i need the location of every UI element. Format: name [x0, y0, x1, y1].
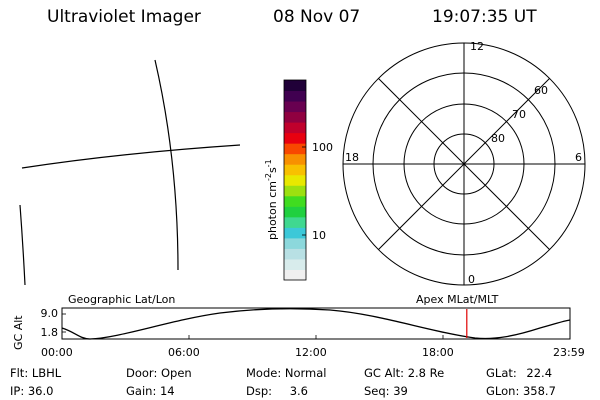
orbit-x-tick-2359: 23:59	[553, 346, 585, 359]
info-dsp: Dsp: 3.6	[246, 384, 308, 398]
color-bar-segment	[284, 248, 306, 260]
orbit-x-tick-0000: 00:00	[41, 346, 73, 359]
mlt-label-12: 12	[470, 40, 484, 53]
colorbar-tick-10: 10	[312, 229, 326, 242]
orbit-altitude-curve	[61, 308, 571, 340]
info-filter: Flt: LBHL	[10, 366, 62, 380]
info-door: Door: Open	[126, 366, 192, 380]
color-bar-segment	[284, 206, 306, 218]
color-bar: 100 10 photon cm-2s-1	[264, 79, 333, 281]
color-bar-segment	[284, 101, 306, 113]
color-bar-segment	[284, 80, 306, 92]
info-ip: IP: 36.0	[10, 384, 54, 398]
geographic-image-panel	[19, 59, 241, 286]
color-bar-segment	[284, 185, 306, 197]
orbit-y-top: 9.0	[41, 307, 59, 320]
mlt-label-0: 0	[468, 273, 475, 286]
color-bar-segment	[284, 216, 306, 228]
orbit-y-bottom: 1.8	[41, 326, 59, 339]
date-label: 08 Nov 07	[273, 7, 361, 27]
color-bar-segment	[284, 111, 306, 123]
latitude-line	[21, 144, 241, 169]
info-gain: Gain: 14	[126, 384, 175, 398]
orbit-x-tick-0600: 06:00	[168, 346, 200, 359]
color-bar-segment	[284, 237, 306, 249]
mlt-label-6: 6	[575, 151, 582, 164]
app-title: Ultraviolet Imager	[47, 7, 201, 27]
polar-mlt-plot: 12 0 18 6 60 70 80	[342, 40, 586, 286]
color-bar-segment	[284, 153, 306, 165]
lat-label-80: 80	[491, 132, 505, 145]
color-bar-segment	[284, 122, 306, 134]
info-gc-alt: GC Alt: 2.8 Re	[364, 366, 445, 380]
info-glat: GLat: 22.4	[486, 366, 553, 380]
orbit-axis-label: GC Alt	[12, 315, 25, 350]
color-bar-segment	[284, 90, 306, 102]
colorbar-unit-label: photon cm-2s-1	[264, 159, 279, 240]
info-mode: Mode: Normal	[246, 366, 327, 380]
color-bar-segment	[284, 227, 306, 239]
color-bar-segment	[284, 143, 306, 155]
orbit-right-title: Apex MLat/MLT	[416, 293, 499, 306]
color-bar-segment	[284, 258, 306, 270]
orbit-left-title: Geographic Lat/Lon	[68, 293, 176, 306]
colorbar-tick-100: 100	[312, 141, 333, 154]
color-bar-segment	[284, 195, 306, 207]
color-bar-segment	[284, 164, 306, 176]
orbit-altitude-plot: GC Alt 9.0 1.8	[12, 307, 571, 350]
color-bar-segment	[284, 132, 306, 144]
orbit-x-tick-1200: 12:00	[295, 346, 327, 359]
info-glon: GLon: 358.7	[486, 384, 556, 398]
lat-label-70: 70	[512, 108, 526, 121]
orbit-x-tick-1800: 18:00	[422, 346, 454, 359]
longitude-line	[154, 59, 179, 271]
edge-line	[19, 204, 26, 286]
lat-label-60: 60	[534, 84, 548, 97]
color-bar-segment	[284, 174, 306, 186]
color-bar-segment	[284, 269, 306, 281]
info-seq: Seq: 39	[364, 384, 408, 398]
color-bar-scale	[284, 80, 306, 281]
mlt-label-18: 18	[345, 151, 359, 164]
time-label: 19:07:35 UT	[432, 7, 537, 27]
